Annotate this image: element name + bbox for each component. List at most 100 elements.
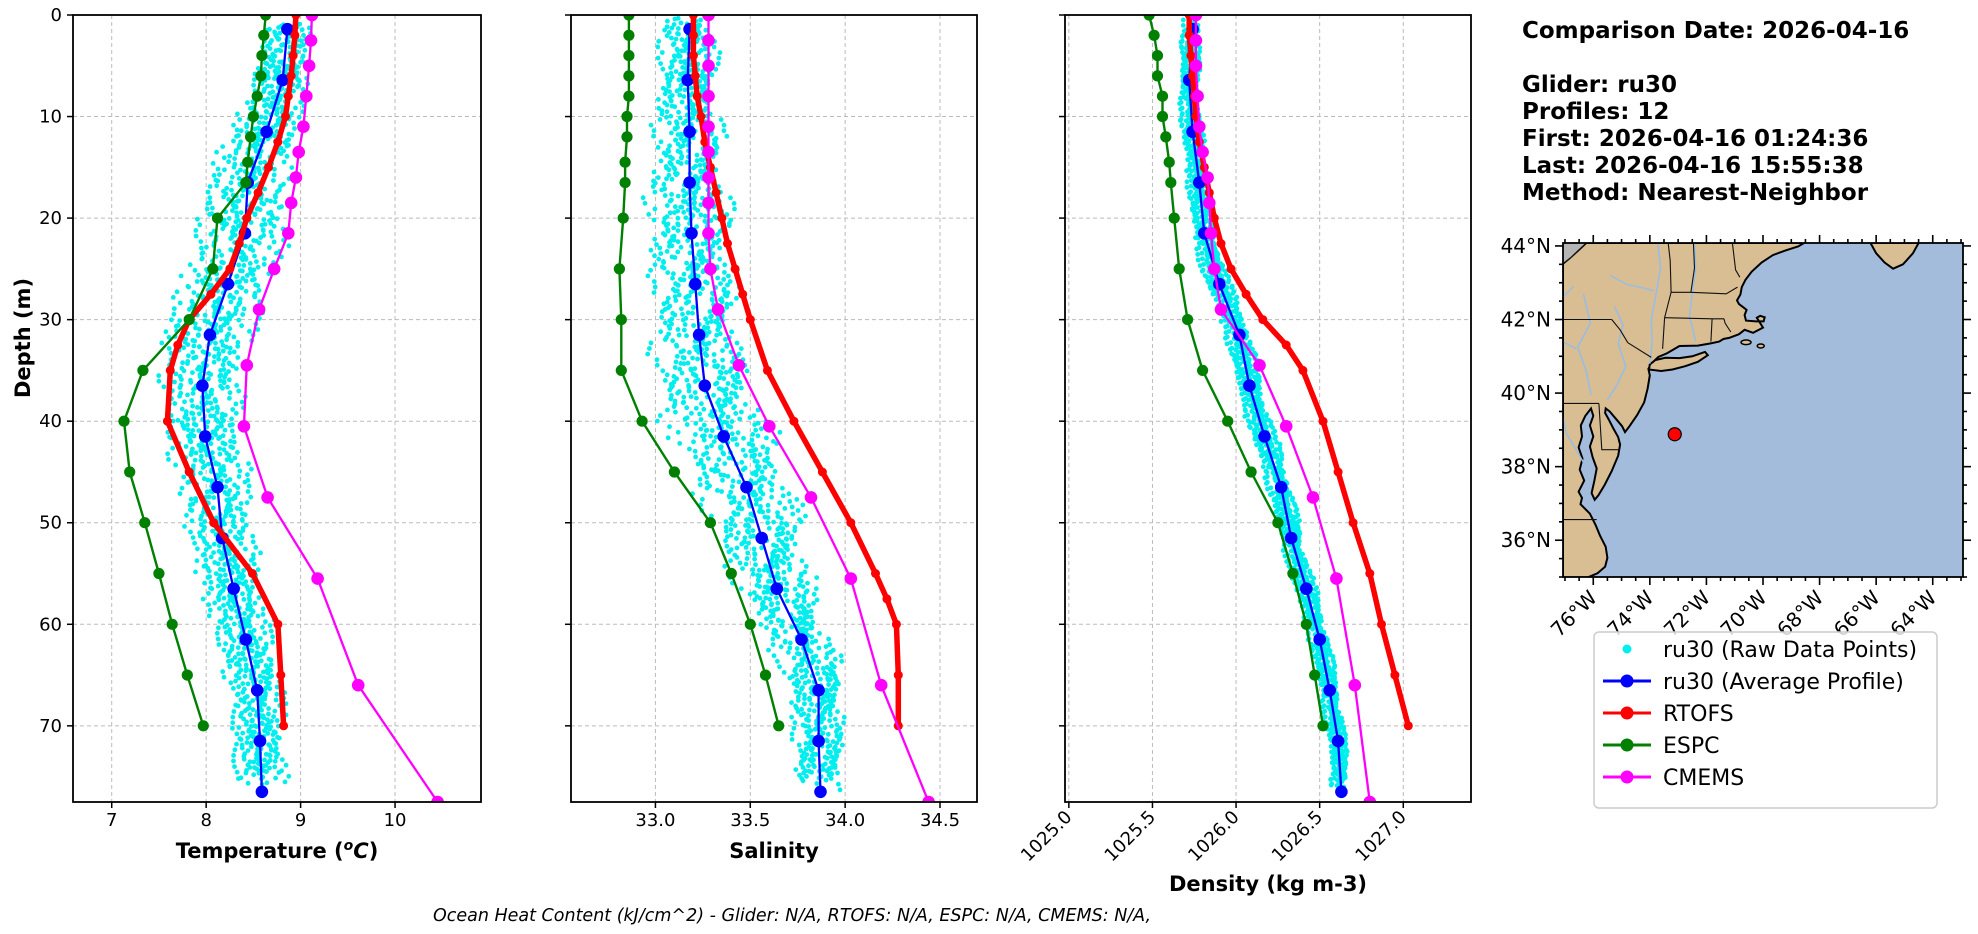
map-state-border xyxy=(1723,318,1732,333)
series-rtofs xyxy=(688,15,903,731)
series-cmems xyxy=(1189,15,1377,802)
map-island-nantucket xyxy=(1756,343,1765,349)
legend-item-rtofs: RTOFS xyxy=(1603,702,1734,727)
legend-item-label: CMEMS xyxy=(1663,766,1744,791)
map-state-border xyxy=(1627,342,1652,358)
legend-item-ru30-average-profile-: ru30 (Average Profile) xyxy=(1603,670,1904,695)
axis-ticks xyxy=(1059,14,1405,808)
density-profile-xlabel: Density (kg m-3) xyxy=(1169,872,1367,896)
map-state-border xyxy=(1690,243,1696,293)
svg-text:20: 20 xyxy=(39,208,62,229)
map-ticks xyxy=(1555,235,1971,585)
map-river xyxy=(1576,293,1592,396)
x-tick-labels: 33.0 33.5 34.0 34.5 xyxy=(635,810,960,831)
svg-text:33.0: 33.0 xyxy=(635,810,675,831)
glider-location-marker xyxy=(1667,427,1682,442)
legend-item-label: ESPC xyxy=(1663,734,1720,759)
axes-spines xyxy=(72,14,482,803)
legend-marker-dot xyxy=(1622,644,1632,654)
legend-marker-dot xyxy=(1620,770,1634,784)
svg-text:70: 70 xyxy=(39,716,62,737)
ohc-caption: Ocean Heat Content (kJ/cm^2) - Glider: N… xyxy=(433,906,1151,926)
series-espc xyxy=(613,15,785,732)
chart-legend: ru30 (Raw Data Points) ru30 (Average Prof… xyxy=(1593,631,1938,809)
legend-marker-dot xyxy=(1620,674,1634,688)
map-river xyxy=(1606,306,1627,401)
series-rtofs xyxy=(162,15,301,731)
profiles-count-text: Profiles: 12 xyxy=(1522,99,1669,125)
series-espc xyxy=(118,15,272,732)
map-state-border xyxy=(1731,243,1741,278)
svg-text:10: 10 xyxy=(39,107,62,128)
map-lat-labels: 44°N42°N40°N38°N36°N xyxy=(1501,234,1551,552)
svg-text:40: 40 xyxy=(39,411,62,432)
map-river xyxy=(1609,274,1655,292)
svg-text:7: 7 xyxy=(106,810,117,831)
salinity-profile-xlabel: Salinity xyxy=(729,839,819,863)
salinity-profile-chart: 33.0 33.5 34.0 34.5 Salinity xyxy=(565,14,978,863)
legend-box xyxy=(1593,631,1938,809)
map-land-long-island xyxy=(1647,350,1710,373)
map-state-border xyxy=(1710,318,1713,342)
svg-text:50: 50 xyxy=(39,513,62,534)
profile-charts: 7 8 9 10 0 10 20 30 40 50 60 70 Temperature (oC) 33.0… xyxy=(39,5,1472,896)
plot-area xyxy=(118,15,444,802)
map-island-marthas-vineyard xyxy=(1740,339,1752,346)
series-cmems xyxy=(702,15,935,802)
axis-ticks xyxy=(565,14,941,808)
first-profile-text: First: 2026-04-16 01:24:36 xyxy=(1522,126,1868,152)
map-river xyxy=(1563,340,1577,350)
svg-text:9: 9 xyxy=(295,810,306,831)
map-state-border xyxy=(1671,286,1738,295)
map-state-border xyxy=(1664,292,1672,318)
legend-item-label: ru30 (Raw Data Points) xyxy=(1663,638,1917,663)
series-cmems xyxy=(237,15,444,802)
series-espc xyxy=(1143,15,1329,732)
svg-text:10: 10 xyxy=(384,810,407,831)
legend-item-ru30-raw-data-points-: ru30 (Raw Data Points) xyxy=(1622,638,1917,663)
legend-marker-dot xyxy=(1620,706,1634,720)
svg-text:33.5: 33.5 xyxy=(730,810,770,831)
y-axis-label: Depth (m) xyxy=(11,278,35,398)
svg-text:34.0: 34.0 xyxy=(825,810,865,831)
plot-area xyxy=(613,15,935,802)
temperature-profile-xlabel: Temperature (oC) xyxy=(176,838,379,863)
map-state-border xyxy=(1662,317,1666,349)
y-tick-labels: 0 10 20 30 40 50 60 70 xyxy=(39,5,62,737)
map-state-border xyxy=(1667,243,1672,293)
axes-spines xyxy=(1064,14,1472,803)
temperature-profile-chart: 7 8 9 10 0 10 20 30 40 50 60 70 Temperature (oC) xyxy=(39,5,482,863)
last-profile-text: Last: 2026-04-16 15:55:38 xyxy=(1522,153,1864,179)
method-text: Method: Nearest-Neighbor xyxy=(1522,180,1869,206)
svg-text:34.5: 34.5 xyxy=(920,810,960,831)
map-river xyxy=(1563,416,1586,466)
svg-text:30: 30 xyxy=(39,310,62,331)
map-state-border xyxy=(1563,243,1587,265)
legend-item-cmems: CMEMS xyxy=(1603,766,1744,791)
comparison-info-block: Comparison Date: 2026-04-16 Glider: ru30… xyxy=(1522,18,1909,206)
map-land-nova-scotia xyxy=(1869,243,1920,270)
plot-area xyxy=(1143,15,1413,802)
map-river xyxy=(1563,285,1575,298)
glider-name-text: Glider: ru30 xyxy=(1522,72,1677,98)
legend-item-espc: ESPC xyxy=(1603,734,1720,759)
map-river xyxy=(1649,243,1662,364)
x-tick-labels: 7 8 9 10 xyxy=(106,810,407,831)
svg-text:60: 60 xyxy=(39,614,62,635)
svg-text:0: 0 xyxy=(51,5,62,26)
axes-spines xyxy=(570,14,978,803)
svg-text:8: 8 xyxy=(200,810,211,831)
raw-data-points xyxy=(640,15,847,793)
map-state-border xyxy=(1598,403,1620,451)
legend-item-label: ru30 (Average Profile) xyxy=(1663,670,1904,695)
map-river xyxy=(1688,243,1697,342)
map-state-border xyxy=(1611,319,1629,343)
series-rtofs xyxy=(1184,15,1413,731)
legend-item-label: RTOFS xyxy=(1663,702,1734,727)
axis-ticks xyxy=(67,14,396,808)
legend-marker-dot xyxy=(1620,738,1634,752)
comparison-date-text: Comparison Date: 2026-04-16 xyxy=(1522,18,1909,44)
